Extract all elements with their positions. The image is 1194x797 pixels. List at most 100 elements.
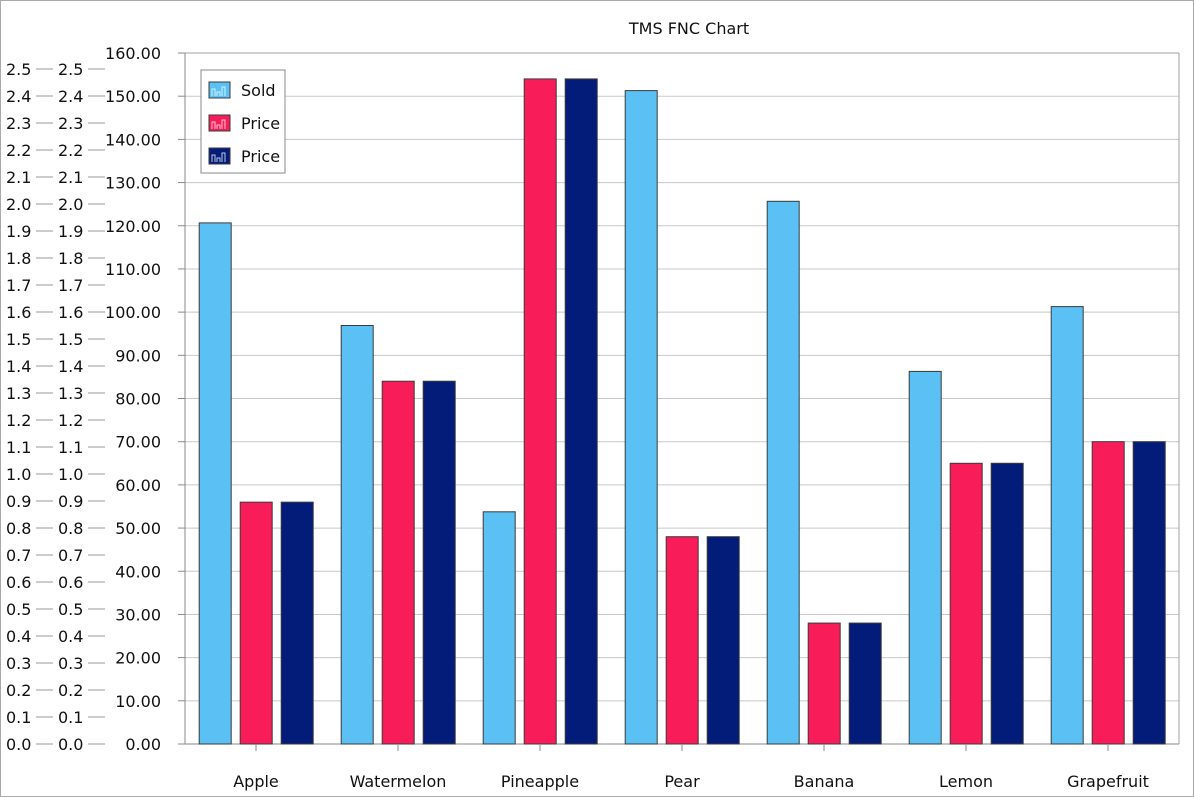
axis-sold-outer-tick-label: 2.0 <box>6 195 31 214</box>
category-labels: Apple Watermelon Pineapple Pear Banana Lemon G… <box>233 744 1149 791</box>
axis-price-tick-label: 90.00 <box>115 346 161 365</box>
axis-sold-inner-tick-label: 1.6 <box>58 303 83 322</box>
axis-sold-outer-tick-label: 2.4 <box>6 87 31 106</box>
axis-sold-outer-tick-label: 1.6 <box>6 303 31 322</box>
axis-price-tick-label: 30.00 <box>115 605 161 624</box>
axis-sold-outer-tick-label: 0.3 <box>6 654 31 673</box>
axis-sold-inner-tick-label: 1.3 <box>58 384 83 403</box>
axis-sold-inner-tick-label: 1.0 <box>58 465 83 484</box>
axis-sold-outer-tick-label: 1.1 <box>6 438 31 457</box>
bar-price-banana <box>807 622 841 745</box>
axis-sold-inner-tick-label: 0.3 <box>58 654 83 673</box>
axis-sold-outer-tick-label: 2.2 <box>6 141 31 160</box>
axis-sold-inner-tick-label: 1.7 <box>58 276 83 295</box>
bar-price-apple <box>280 501 314 745</box>
axis-sold-inner-tick-label: 2.1 <box>58 168 83 187</box>
legend: Sold Price Price <box>200 69 286 174</box>
bar-price-apple <box>239 501 273 745</box>
axis-price-tick-label: 80.00 <box>115 390 161 409</box>
axis-sold-outer-tick-label: 1.0 <box>6 465 31 484</box>
axis-sold-inner-tick-label: 0.6 <box>58 573 83 592</box>
legend-item: Sold <box>208 81 276 100</box>
category-label: Banana <box>794 772 855 791</box>
bar-price-pineapple <box>523 78 557 745</box>
axis-price-tick-label: 10.00 <box>115 692 161 711</box>
axis-price-tick-label: 130.00 <box>105 174 161 193</box>
category-label: Grapefruit <box>1067 772 1149 791</box>
axis-sold-inner-tick-label: 0.5 <box>58 600 83 619</box>
axis-sold-inner-tick-label: 0.1 <box>58 708 83 727</box>
axis-sold-inner-tick-label: 0.2 <box>58 681 83 700</box>
category-label: Watermelon <box>350 772 447 791</box>
axis-sold-inner-tick-label: 1.4 <box>58 357 83 376</box>
axis-price-tick-label: 70.00 <box>115 433 161 452</box>
axis-price-tick-label: 0.00 <box>125 735 161 754</box>
bar-sold-watermelon <box>340 325 374 745</box>
axis-sold-inner-tick-label: 0.4 <box>58 627 83 646</box>
bar-price-pear <box>706 536 740 745</box>
legend-label: Sold <box>241 81 276 100</box>
axis-sold-inner-tick-label: 1.2 <box>58 411 83 430</box>
legend-bar-icon <box>211 152 226 162</box>
legend-label: Price <box>241 147 280 166</box>
bar-price-grapefruit <box>1132 441 1166 745</box>
bar-price-watermelon <box>422 380 456 745</box>
axis-sold-inner-tick-label: 1.1 <box>58 438 83 457</box>
bars <box>198 78 1166 745</box>
axis-sold-outer-tick-label: 0.8 <box>6 519 31 538</box>
category-label: Pear <box>664 772 700 791</box>
axis-sold-outer-tick-label: 2.3 <box>6 114 31 133</box>
axis-price-tick-label: 150.00 <box>105 87 161 106</box>
axis-price-tick-label: 60.00 <box>115 476 161 495</box>
axis-sold-inner-tick-label: 1.8 <box>58 249 83 268</box>
axis-sold-inner-tick-label: 2.2 <box>58 141 83 160</box>
axis-sold-outer-tick-label: 0.4 <box>6 627 31 646</box>
bar-price-grapefruit <box>1091 441 1125 745</box>
axis-sold-outer-tick-label: 0.6 <box>6 573 31 592</box>
axis-sold-outer-tick-label: 0.0 <box>6 735 31 754</box>
axis-sold-outer-tick-label: 1.4 <box>6 357 31 376</box>
bar-sold-lemon <box>908 370 942 745</box>
bar-price-lemon <box>990 462 1024 745</box>
axis-price-tick-label: 40.00 <box>115 562 161 581</box>
axis-sold-outer-tick-label: 2.1 <box>6 168 31 187</box>
bar-sold-apple <box>198 222 232 745</box>
axis-price-tick-label: 20.00 <box>115 649 161 668</box>
axis-sold-outer-tick-label: 1.7 <box>6 276 31 295</box>
axis-sold-outer-tick-label: 1.2 <box>6 411 31 430</box>
legend-item: Price <box>208 147 280 166</box>
bar-sold-pear <box>624 90 658 745</box>
axis-price-tick-label: 140.00 <box>105 130 161 149</box>
axis-price-tick-label: 50.00 <box>115 519 161 538</box>
bar-price-pear <box>665 536 699 745</box>
axis-sold-outer-tick-label: 1.3 <box>6 384 31 403</box>
bar-price-watermelon <box>381 380 415 745</box>
axis-sold-inner-tick-label: 2.0 <box>58 195 83 214</box>
legend-item: Price <box>208 114 280 133</box>
axis-sold-outer-tick-label: 2.5 <box>6 60 31 79</box>
axis-price-tick-label: 160.00 <box>105 44 161 63</box>
axis-price-tick-label: 120.00 <box>105 217 161 236</box>
axis-sold-inner-tick-label: 0.7 <box>58 546 83 565</box>
axis-sold-outer-tick-label: 0.5 <box>6 600 31 619</box>
axis-price-tick-label: 110.00 <box>105 260 161 279</box>
axis-sold-inner-tick-label: 0.9 <box>58 492 83 511</box>
bar-price-pineapple <box>564 78 598 745</box>
axis-sold-outer-tick-label: 0.2 <box>6 681 31 700</box>
bar-price-lemon <box>949 462 983 745</box>
category-label: Pineapple <box>501 772 579 791</box>
bar-sold-grapefruit <box>1050 306 1084 745</box>
axis-sold-outer-tick-label: 1.5 <box>6 330 31 349</box>
axis-sold-inner-tick-label: 0.8 <box>58 519 83 538</box>
axis-sold-outer-tick-label: 0.1 <box>6 708 31 727</box>
axis-sold-outer-tick-label: 1.8 <box>6 249 31 268</box>
axis-sold-outer-tick-label: 1.9 <box>6 222 31 241</box>
axis-sold-inner-tick-label: 2.4 <box>58 87 83 106</box>
axis-sold-inner-tick-label: 1.9 <box>58 222 83 241</box>
axis-sold-inner-tick-label: 2.3 <box>58 114 83 133</box>
axis-sold-outer-tick-label: 0.7 <box>6 546 31 565</box>
axis-sold-inner-tick-label: 1.5 <box>58 330 83 349</box>
legend-bar-icon <box>211 86 226 96</box>
